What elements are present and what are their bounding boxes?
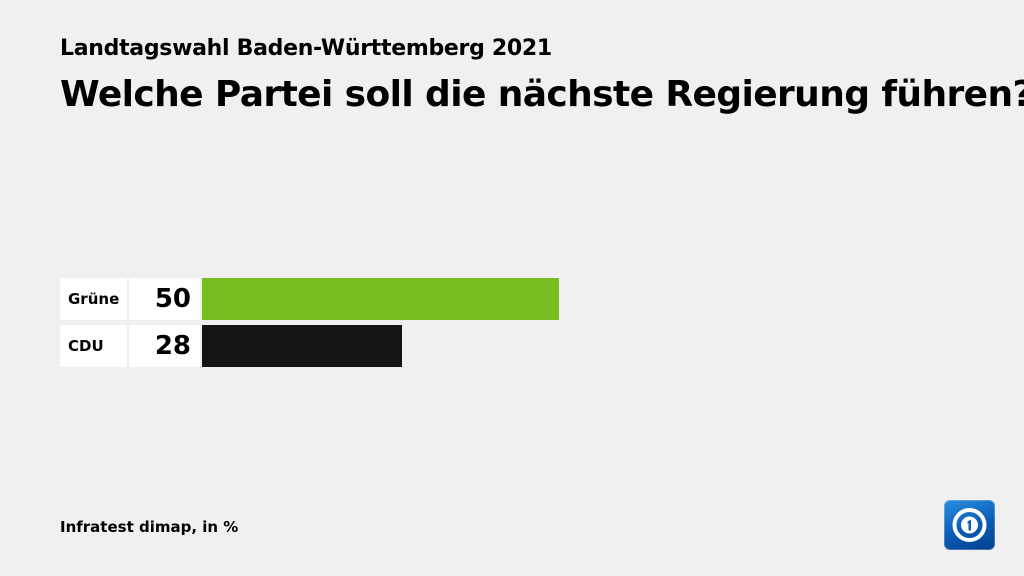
bar [202,325,402,367]
bar [202,278,559,320]
ard-one-logo-icon [944,500,995,550]
chart-subtitle: Landtagswahl Baden-Württemberg 2021 [60,36,552,61]
bar-category-label: Grüne [60,278,127,320]
bar-row: CDU 28 [60,325,960,367]
source-note: Infratest dimap, in % [60,518,239,536]
bar-value-label: 50 [129,278,200,320]
bar-value-label: 28 [129,325,200,367]
bar-row: Grüne 50 [60,278,960,320]
bar-chart: Grüne 50 CDU 28 [60,278,960,372]
bar-category-label: CDU [60,325,127,367]
chart-title: Welche Partei soll die nächste Regierung… [60,74,1024,115]
